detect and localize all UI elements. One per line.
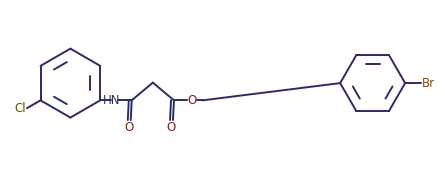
Text: Br: Br: [422, 77, 435, 90]
Text: O: O: [188, 94, 197, 107]
Text: HN: HN: [103, 94, 121, 107]
Text: Cl: Cl: [14, 102, 26, 115]
Text: O: O: [166, 121, 176, 134]
Text: O: O: [124, 121, 134, 134]
